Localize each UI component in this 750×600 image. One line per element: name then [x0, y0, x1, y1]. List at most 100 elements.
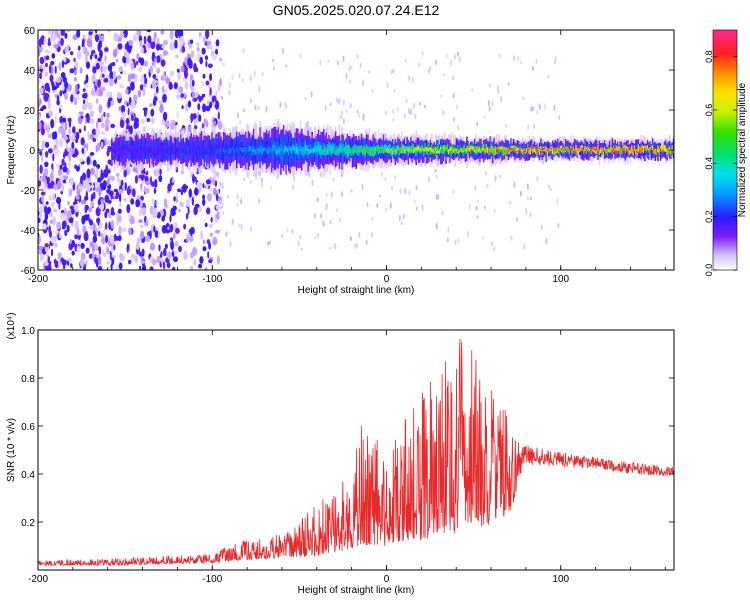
spectrogram-noise-cell — [393, 88, 396, 93]
spectrogram-noise-cell — [90, 167, 95, 175]
spectrogram-noise-cell — [67, 201, 71, 206]
spectrogram-noise-cell — [487, 100, 490, 106]
spectrogram-band-cell — [548, 149, 550, 152]
spectrogram-noise-cell — [201, 47, 206, 55]
spectrogram-band-cell — [415, 146, 417, 152]
spectrogram-band-cell — [557, 150, 559, 153]
spectrogram-band-cell — [211, 148, 213, 156]
spectrogram-band-cell — [553, 148, 555, 152]
spectrogram-noise-cell — [38, 93, 41, 100]
spectrogram-noise-cell — [205, 179, 211, 185]
spectrogram-band-cell — [525, 148, 528, 152]
spectrogram-noise-cell — [162, 93, 167, 103]
spectrogram-noise-cell — [130, 62, 135, 71]
spectrogram-noise-cell — [166, 262, 171, 269]
spectrogram-noise-cell — [205, 184, 209, 189]
spectrogram-noise-cell — [485, 171, 488, 176]
spectrogram-noise-cell — [157, 231, 161, 239]
spectrogram-noise-cell — [62, 117, 67, 123]
spectrogram-band-cell — [301, 148, 303, 156]
spectrogram-noise-cell — [179, 35, 185, 46]
spectrogram-noise-cell — [356, 242, 359, 248]
spectrogram-noise-cell — [222, 62, 225, 66]
spectrogram-band-cell — [185, 149, 187, 154]
spectrogram-band-cell — [215, 143, 217, 155]
spectrogram-band-cell — [470, 146, 472, 150]
spectrogram-band-cell — [592, 147, 594, 150]
spectrogram-band-cell — [178, 147, 181, 157]
spectrogram-noise-cell — [493, 246, 496, 252]
spectrogram-band-cell — [503, 146, 506, 149]
spectrogram-noise-cell — [156, 67, 161, 74]
spectrogram-band-cell — [471, 146, 473, 150]
spectrogram-band-cell — [499, 146, 502, 150]
spectrogram-noise-cell — [101, 237, 106, 245]
spectrogram-band-cell — [126, 146, 129, 151]
spectrogram-noise-cell — [516, 217, 519, 222]
spectrogram-band-cell — [575, 145, 577, 153]
spectrogram-band-cell — [423, 148, 425, 156]
spectrogram-noise-cell — [171, 178, 174, 184]
spectrogram-noise-cell — [218, 57, 223, 62]
spectrogram-noise-cell — [183, 223, 187, 230]
spectrogram-band-cell — [198, 146, 200, 151]
spectrogram-band-cell — [199, 149, 202, 154]
spectrogram-noise-cell — [215, 205, 221, 210]
spectrogram-band-cell — [193, 149, 195, 154]
spectrogram-band-cell — [233, 149, 235, 155]
spectrogram-noise-cell — [71, 250, 75, 256]
spectrogram-band-cell — [278, 148, 281, 154]
spectrogram-band-cell — [568, 148, 571, 151]
spectrogram-noise-cell — [135, 241, 140, 251]
spectrogram-band-cell — [583, 149, 585, 154]
spectrogram-noise-cell — [497, 88, 500, 95]
spectrogram-noise-cell — [157, 37, 160, 44]
spectrogram-band-cell — [160, 148, 163, 152]
spectrogram-band-cell — [172, 147, 174, 152]
spectrogram-noise-cell — [117, 36, 122, 42]
spectrogram-band-cell — [325, 149, 328, 154]
spectrogram-noise-cell — [284, 101, 287, 107]
spectrogram-noise-cell — [109, 253, 112, 260]
spectrogram-band-cell — [334, 149, 337, 156]
spectrogram-noise-cell — [392, 108, 395, 115]
spectrogram-noise-cell — [139, 40, 143, 47]
spectrogram-band-cell — [129, 142, 131, 154]
spectrogram-band-cell — [444, 148, 446, 151]
spectrogram-band-cell — [381, 147, 384, 152]
spectrogram-noise-cell — [45, 62, 48, 68]
spectrogram-band-cell — [249, 145, 251, 152]
spectrogram-noise-cell — [50, 235, 56, 244]
spectrogram-band-cell — [280, 147, 282, 153]
spectrogram-band-cell — [281, 146, 284, 152]
spectrogram-noise-cell — [354, 243, 357, 250]
spectrogram-noise-cell — [68, 216, 74, 224]
spectrogram-noise-cell — [75, 62, 79, 69]
spectrogram-band-cell — [593, 146, 596, 150]
spectrogram-band-cell — [614, 150, 616, 153]
spectrogram-noise-cell — [136, 30, 142, 37]
spectrogram-noise-cell — [94, 256, 97, 264]
spectrogram-noise-cell — [51, 163, 54, 170]
spectrogram-noise-cell — [60, 37, 64, 47]
spectrogram-band-cell — [336, 149, 338, 155]
spectrogram-noise-cell — [38, 217, 41, 223]
spectrogram-noise-cell — [421, 50, 424, 57]
spectrogram-noise-cell — [454, 239, 457, 246]
spectrogram-band-cell — [258, 148, 260, 155]
spectrogram-noise-cell — [445, 53, 448, 59]
spectrogram-band-cell — [583, 147, 585, 150]
spectrogram-noise-cell — [184, 56, 188, 65]
spectrogram-noise-cell — [125, 88, 129, 95]
spectrogram-noise-cell — [188, 228, 194, 234]
spectrogram-noise-cell — [452, 75, 455, 80]
spectrogram-band-cell — [672, 151, 674, 154]
spectrogram-band-cell — [247, 146, 250, 153]
spectrogram-noise-cell — [70, 263, 73, 268]
spectrogram-noise-cell — [152, 207, 158, 217]
spectrogram-noise-cell — [172, 266, 176, 270]
spectrogram-noise-cell — [119, 192, 122, 203]
spectrogram-band-cell — [594, 148, 597, 151]
spectrogram-band-cell — [510, 147, 512, 150]
spectrogram-noise-cell — [151, 117, 155, 124]
